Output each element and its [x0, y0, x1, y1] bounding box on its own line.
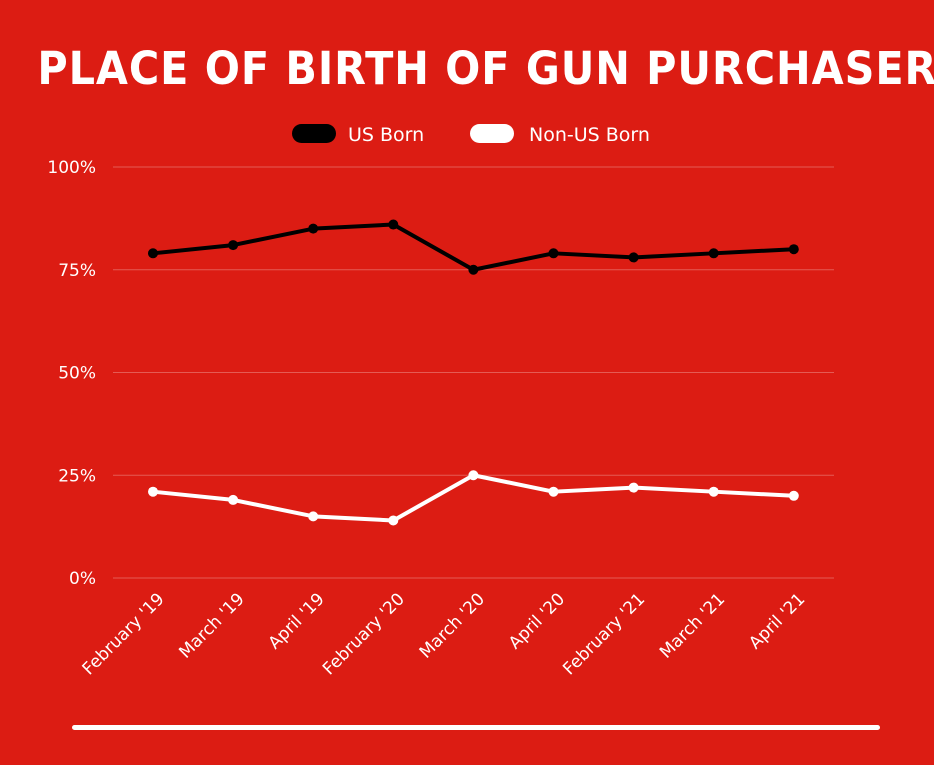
data-point — [708, 248, 719, 259]
x-tick-label: February '20 — [319, 589, 409, 679]
data-point — [388, 219, 399, 230]
y-tick-label: 25% — [58, 466, 96, 486]
y-tick-label: 100% — [47, 158, 96, 178]
data-point — [308, 223, 319, 234]
y-tick-label: 75% — [58, 261, 96, 281]
x-tick-label: April '21 — [745, 589, 809, 653]
data-point — [788, 490, 799, 501]
legend-label-0: US Born — [348, 124, 424, 146]
chart-title: PLACE OF BIRTH OF GUN PURCHASERS — [37, 42, 934, 95]
data-point — [388, 515, 399, 526]
x-tick-label: April '19 — [265, 589, 329, 653]
bottom-divider — [72, 725, 880, 730]
series-line-0 — [151, 222, 796, 272]
y-tick-label: 50% — [58, 364, 96, 384]
legend-label-1: Non-US Born — [529, 124, 650, 146]
x-tick-label: March '19 — [175, 589, 248, 662]
legend-swatch-1 — [470, 124, 514, 143]
x-tick-label: April '20 — [505, 589, 569, 653]
series-line-1 — [151, 473, 796, 523]
x-tick-label: February '21 — [559, 589, 649, 679]
data-point — [628, 252, 639, 263]
data-point — [308, 511, 319, 522]
data-point — [468, 470, 479, 481]
y-tick-label: 0% — [69, 569, 96, 589]
data-point — [788, 244, 799, 255]
data-point — [708, 486, 719, 497]
data-point — [628, 482, 639, 493]
data-point — [468, 264, 479, 275]
data-point — [548, 486, 559, 497]
x-tick-label: February '19 — [79, 589, 169, 679]
data-point — [228, 494, 239, 505]
data-point — [548, 248, 559, 259]
data-point — [148, 248, 158, 259]
legend-swatch-0 — [292, 124, 336, 143]
data-point — [148, 486, 158, 497]
x-tick-label: March '20 — [416, 589, 489, 662]
data-point — [228, 240, 239, 251]
x-tick-label: March '21 — [656, 589, 729, 662]
